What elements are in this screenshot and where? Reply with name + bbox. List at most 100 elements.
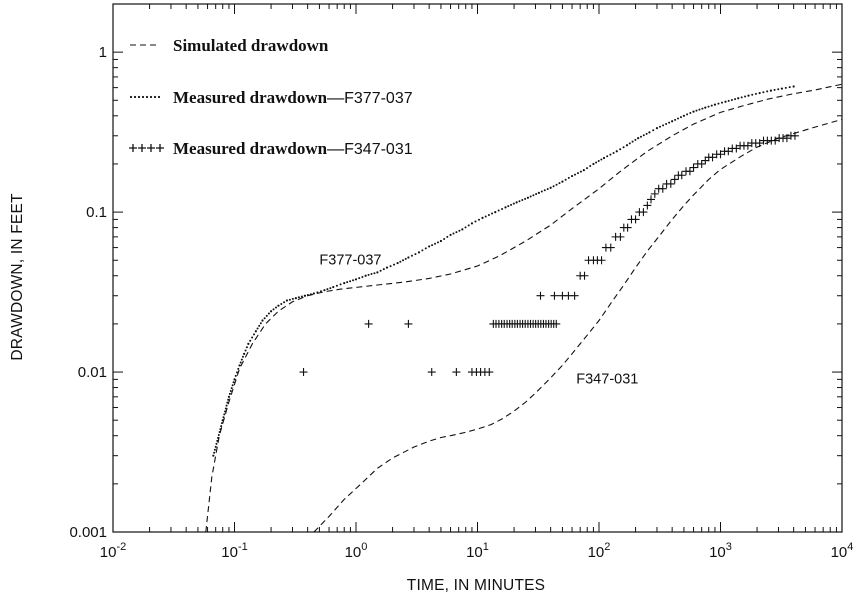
measured-point-f377-037 [561,180,564,183]
legend-symbol-plus [138,144,146,152]
x-tick-label: 10-2 [100,541,126,561]
measured-point-f377-037 [349,280,352,283]
measured-point-f377-037 [382,268,385,271]
measured-point-f377-037 [645,132,648,135]
measured-point-f377-037 [698,108,701,111]
measured-point-f377-037 [634,138,637,141]
measured-point-f347-031 [643,201,652,210]
measured-point-f377-037 [470,222,474,225]
measured-point-f377-037 [606,155,609,158]
measured-point-f377-037 [602,156,606,160]
measured-point-f377-037 [280,302,283,305]
measured-point-f377-037 [373,272,376,275]
measured-point-f377-037 [754,92,757,95]
measured-point-f377-037 [364,274,367,277]
curve-annotations: F377-037 F347-031 [319,253,638,388]
measured-point-f377-037 [639,135,642,138]
x-tick-label: 102 [588,541,611,561]
measured-point-f377-037 [245,346,248,349]
measured-point-f377-037 [586,167,589,170]
measured-point-f377-037 [267,312,270,315]
measured-point-f377-037 [283,301,286,304]
measured-point-f377-037 [332,285,335,289]
measured-point-f377-037 [410,254,413,257]
measured-point-f377-037 [535,193,538,196]
measured-point-f377-037 [758,91,761,95]
y-tick-label: 1 [99,44,107,61]
measured-point-f377-037 [414,253,417,256]
measured-point-f377-037 [269,310,273,313]
measured-point-f377-037 [579,170,582,173]
measured-point-f377-037 [214,445,217,448]
legend-symbol-dot [157,95,161,99]
measured-point-f347-031 [485,368,494,377]
measured-point-f377-037 [417,251,421,254]
measured-point-f377-037 [677,117,680,120]
measured-point-f377-037 [354,278,358,281]
measured-point-f377-037 [346,281,349,284]
measured-point-f377-037 [622,146,625,149]
measured-point-f377-037 [784,86,787,89]
measured-point-f377-037 [665,122,668,125]
measured-point-f377-037 [762,91,765,94]
curve-label-f347-031: F347-031 [576,371,638,387]
measured-point-f377-037 [546,188,549,191]
x-tick-label: 101 [466,541,489,561]
measured-point-f377-037 [464,226,467,229]
measured-point-f377-037 [402,259,405,262]
measured-point-f347-031 [639,208,648,217]
axis-ticks [112,3,842,533]
measured-point-f377-037 [258,324,261,327]
measured-point-f377-037 [695,109,698,112]
legend-symbol-dot [137,95,141,99]
measured-point-f377-037 [521,199,524,202]
measured-point-f377-037 [467,224,470,227]
measured-point-f377-037 [589,165,592,168]
measured-point-f377-037 [518,200,521,203]
measured-point-f377-037 [238,364,241,367]
measured-point-f347-031 [597,256,606,265]
measured-point-f347-031 [716,150,725,159]
measured-point-f377-037 [393,263,396,266]
y-tick-label: 0.001 [69,524,107,541]
simulated-curve-f377-037 [205,83,842,532]
measured-point-f377-037 [595,161,598,164]
measured-point-f377-037 [628,142,631,145]
measured-point-f377-037 [655,127,659,130]
measured-point-f347-031 [623,223,632,232]
measured-point-f377-037 [555,183,558,186]
measured-point-f377-037 [227,398,230,401]
measured-point-f377-037 [659,125,662,128]
measured-point-f377-037 [582,169,585,172]
measured-point-f377-037 [734,98,737,101]
measured-point-f377-037 [421,249,424,252]
measured-point-f377-037 [385,266,389,269]
measured-point-f377-037 [501,207,504,210]
measured-point-f377-037 [407,256,410,259]
measured-point-f347-031 [666,179,675,188]
legend-entry-label: Measured drawdown—F377-037 [173,88,413,107]
measured-point-f377-037 [294,296,297,300]
measured-point-f377-037 [720,101,723,104]
legend-symbol-dot [129,95,133,99]
measured-point-f377-037 [300,295,303,298]
measured-point-f377-037 [326,288,329,291]
measured-point-f377-037 [780,87,783,90]
measured-point-f377-037 [431,244,434,247]
measured-point-f377-037 [692,110,695,113]
legend-symbol-dot [141,95,145,99]
measured-point-f377-037 [515,201,518,204]
legend-entry-label: Simulated drawdown [173,36,329,55]
measured-point-f347-031 [552,319,561,328]
measured-point-f377-037 [251,336,254,339]
measured-point-f377-037 [220,422,223,425]
measured-point-f347-031 [404,319,413,328]
measured-point-f377-037 [494,210,497,214]
measured-point-f377-037 [512,202,515,205]
measured-point-f347-031 [631,215,640,224]
measured-point-f377-037 [549,186,552,189]
measured-point-f347-031 [708,153,717,162]
measured-point-f377-037 [710,104,713,107]
measured-point-f377-037 [558,182,561,185]
legend-symbol-plus [156,144,164,152]
